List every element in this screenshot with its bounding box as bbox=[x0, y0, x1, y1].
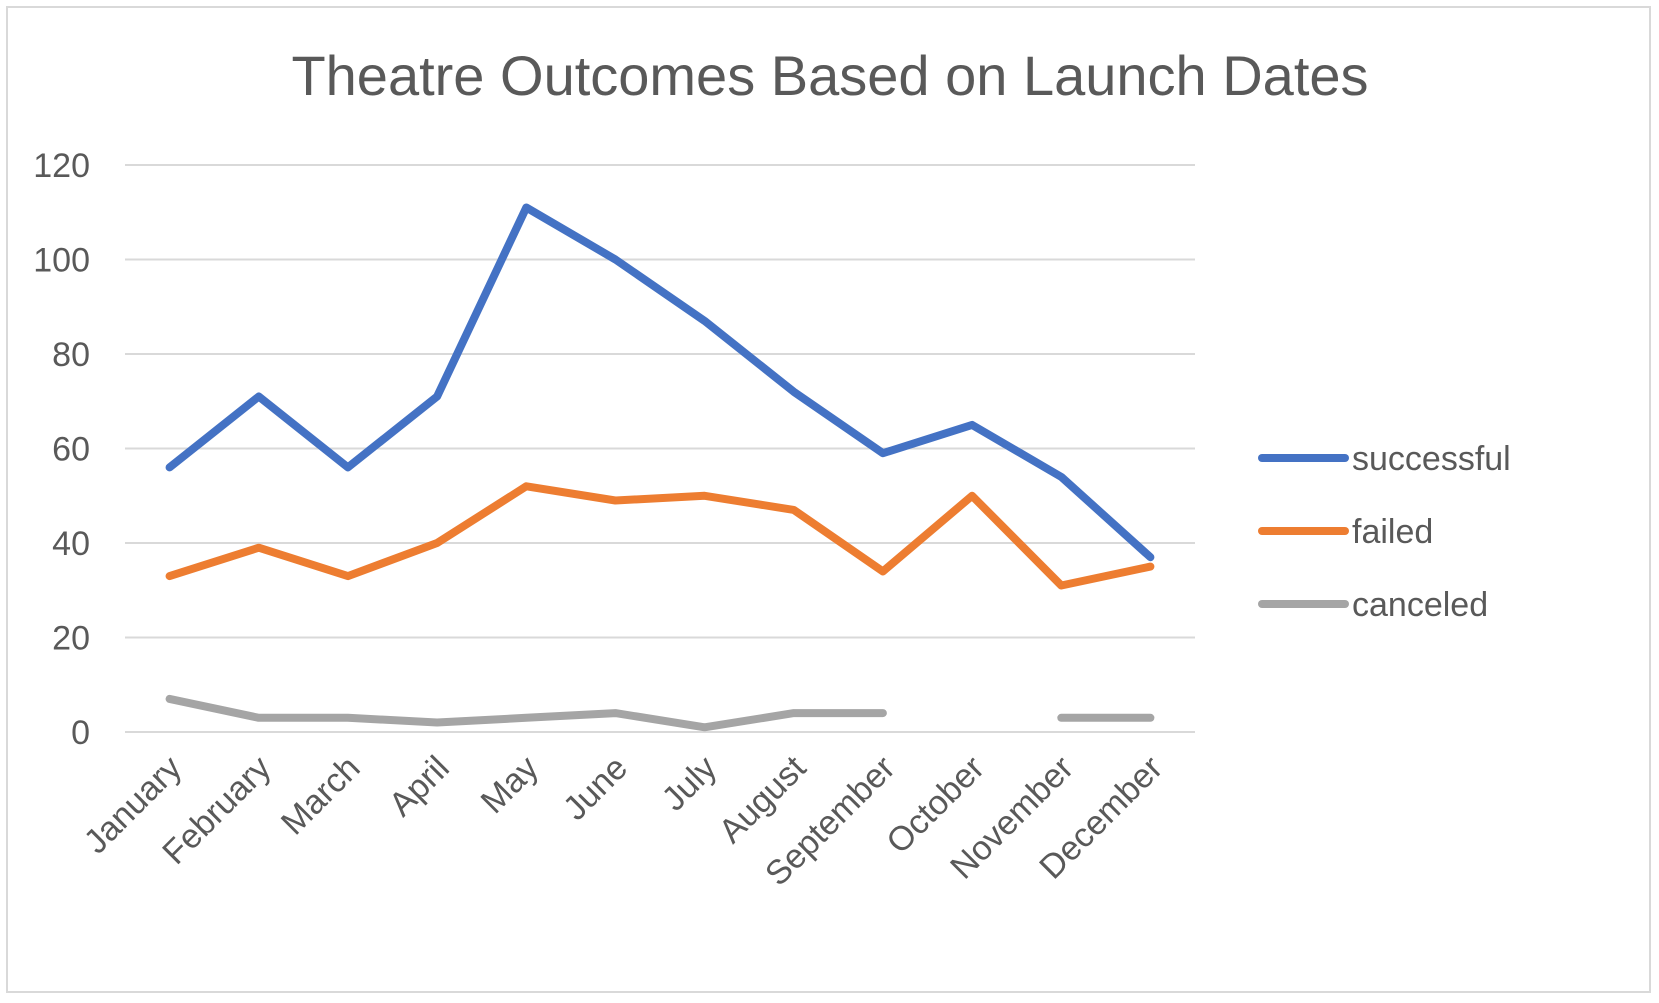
x-tick-label-june: June bbox=[556, 749, 635, 828]
chart-title: Theatre Outcomes Based on Launch Dates bbox=[291, 44, 1368, 107]
series-line-successful bbox=[165, 203, 1155, 562]
legend-label-failed: failed bbox=[1352, 513, 1433, 551]
y-tick-label-20: 20 bbox=[52, 620, 90, 658]
chart-frame bbox=[6, 6, 1651, 993]
series-lines bbox=[165, 203, 1155, 732]
legend: successful failed canceled bbox=[1258, 440, 1511, 624]
y-tick-label-60: 60 bbox=[52, 431, 90, 469]
legend-label-canceled: canceled bbox=[1352, 586, 1488, 624]
x-tick-label-july: July bbox=[655, 749, 725, 819]
legend-label-successful: successful bbox=[1352, 440, 1511, 478]
y-tick-label-40: 40 bbox=[52, 525, 90, 563]
y-tick-label-0: 0 bbox=[71, 714, 90, 752]
y-axis-ticks: 0 20 40 60 80 100 120 bbox=[33, 147, 90, 752]
y-tick-label-100: 100 bbox=[33, 242, 90, 280]
x-tick-label-march: March bbox=[274, 749, 368, 843]
x-tick-label-may: May bbox=[474, 749, 546, 821]
x-tick-label-april: April bbox=[382, 749, 457, 824]
gridlines bbox=[125, 164, 1195, 733]
y-tick-label-80: 80 bbox=[52, 336, 90, 374]
y-tick-label-120: 120 bbox=[33, 147, 90, 185]
series-line-canceled-segment-1 bbox=[165, 694, 887, 732]
series-line-failed bbox=[165, 482, 1155, 590]
